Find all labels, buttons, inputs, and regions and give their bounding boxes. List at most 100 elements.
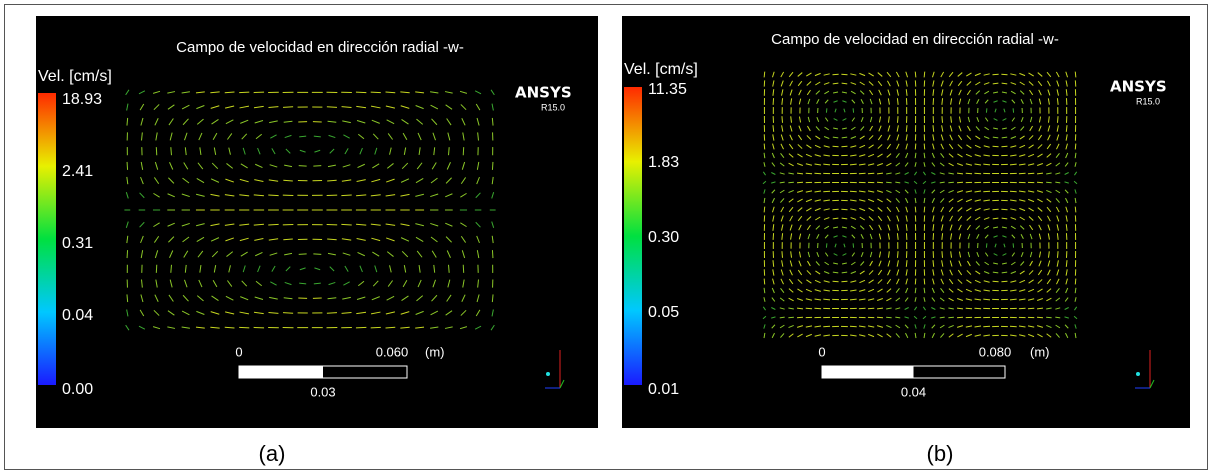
velocity-vector bbox=[832, 91, 839, 94]
velocity-vector bbox=[923, 332, 926, 339]
velocity-vector bbox=[886, 143, 892, 150]
velocity-vector bbox=[905, 332, 909, 339]
velocity-vector bbox=[966, 224, 971, 231]
velocity-vector bbox=[328, 281, 336, 286]
velocity-vector bbox=[983, 73, 990, 76]
velocity-vector bbox=[126, 117, 129, 126]
velocity-vector bbox=[796, 190, 804, 193]
velocity-vector bbox=[1037, 198, 1043, 203]
velocity-vector bbox=[941, 98, 944, 105]
velocity-vector bbox=[140, 176, 144, 185]
velocity-vector bbox=[860, 233, 864, 240]
velocity-vector bbox=[949, 80, 953, 87]
velocity-vector bbox=[253, 311, 264, 315]
velocity-vector bbox=[781, 224, 784, 231]
velocity-vector bbox=[490, 89, 495, 96]
velocity-vector bbox=[815, 81, 821, 86]
velocity-vector bbox=[224, 105, 235, 109]
velocity-vector bbox=[763, 71, 766, 78]
velocity-vector bbox=[772, 134, 775, 141]
velocity-vector bbox=[210, 326, 220, 329]
velocity-vector bbox=[1038, 251, 1042, 258]
velocity-vector bbox=[823, 271, 830, 274]
velocity-vector bbox=[948, 333, 954, 338]
velocity-vector bbox=[1056, 251, 1059, 258]
velocity-vector bbox=[491, 117, 494, 126]
velocity-vector bbox=[779, 172, 785, 175]
velocity-vector bbox=[823, 334, 830, 337]
velocity-vector bbox=[125, 221, 129, 228]
velocity-vector bbox=[1010, 145, 1017, 148]
velocity-vector bbox=[1064, 181, 1069, 184]
velocity-vector bbox=[974, 72, 981, 77]
velocity-vector bbox=[212, 132, 218, 141]
velocity-vector bbox=[965, 307, 973, 310]
velocity-vector bbox=[400, 223, 410, 227]
velocity-vector bbox=[849, 298, 857, 301]
velocity-vector bbox=[877, 144, 883, 149]
velocity-vector bbox=[974, 154, 981, 157]
velocity-vector bbox=[1065, 80, 1068, 87]
velocity-vector bbox=[956, 190, 964, 193]
velocity-vector bbox=[154, 294, 159, 302]
velocity-vector bbox=[1047, 269, 1051, 276]
velocity-vector bbox=[284, 134, 292, 139]
velocity-vector bbox=[1020, 251, 1024, 258]
velocity-vector bbox=[1065, 134, 1068, 141]
velocity-vector bbox=[1073, 315, 1078, 320]
velocity-vector bbox=[1029, 260, 1033, 267]
velocity-vector bbox=[386, 237, 395, 242]
velocity-vector bbox=[460, 309, 467, 316]
velocity-vector bbox=[887, 125, 891, 132]
velocity-vector bbox=[923, 152, 926, 159]
velocity-vector bbox=[798, 89, 802, 96]
velocity-vector bbox=[387, 133, 393, 140]
velocity-vector bbox=[966, 216, 972, 221]
velocity-vector bbox=[867, 307, 875, 310]
velocity-vector bbox=[992, 271, 999, 274]
velocity-vector bbox=[788, 324, 794, 329]
velocity-vector bbox=[932, 224, 935, 231]
velocity-vector bbox=[877, 215, 883, 222]
velocity-vector bbox=[371, 178, 381, 183]
scale-end: 0.060 bbox=[376, 344, 409, 359]
velocity-vector bbox=[1074, 206, 1077, 213]
velocity-vector bbox=[905, 80, 908, 87]
velocity-vector bbox=[798, 224, 802, 231]
velocity-vector bbox=[447, 132, 451, 141]
velocity-vector bbox=[242, 147, 246, 155]
velocity-vector bbox=[763, 197, 766, 204]
velocity-vector bbox=[867, 172, 875, 175]
velocity-vector bbox=[1056, 233, 1059, 240]
velocity-vector bbox=[814, 325, 822, 328]
velocity-vector bbox=[948, 297, 954, 302]
velocity-vector bbox=[460, 192, 467, 198]
velocity-vector bbox=[269, 120, 278, 124]
velocity-vector bbox=[1038, 98, 1042, 105]
velocity-vector bbox=[965, 163, 973, 166]
velocity-vector bbox=[284, 281, 292, 286]
velocity-vector bbox=[1037, 207, 1043, 212]
velocity-vector bbox=[1037, 144, 1043, 149]
velocity-vector bbox=[950, 251, 953, 258]
velocity-vector bbox=[895, 333, 900, 338]
velocity-vector bbox=[895, 198, 900, 203]
velocity-vector bbox=[1037, 215, 1043, 222]
velocity-vector bbox=[941, 251, 944, 258]
velocity-vector bbox=[823, 73, 830, 76]
velocity-vector bbox=[905, 152, 909, 159]
velocity-vector bbox=[806, 72, 812, 77]
velocity-vector bbox=[914, 171, 918, 176]
velocity-vector bbox=[239, 178, 249, 183]
velocity-vector bbox=[1029, 251, 1033, 258]
velocity-vector bbox=[983, 199, 990, 202]
scale-mid: 0.03 bbox=[310, 384, 335, 399]
velocity-vector bbox=[1064, 316, 1069, 319]
velocity-vector bbox=[958, 260, 962, 267]
velocity-vector bbox=[948, 71, 954, 78]
velocity-vector bbox=[939, 189, 945, 194]
velocity-vector bbox=[1036, 325, 1044, 328]
velocity-vector bbox=[139, 103, 145, 111]
velocity-vector bbox=[430, 104, 439, 110]
velocity-vector bbox=[344, 148, 349, 155]
